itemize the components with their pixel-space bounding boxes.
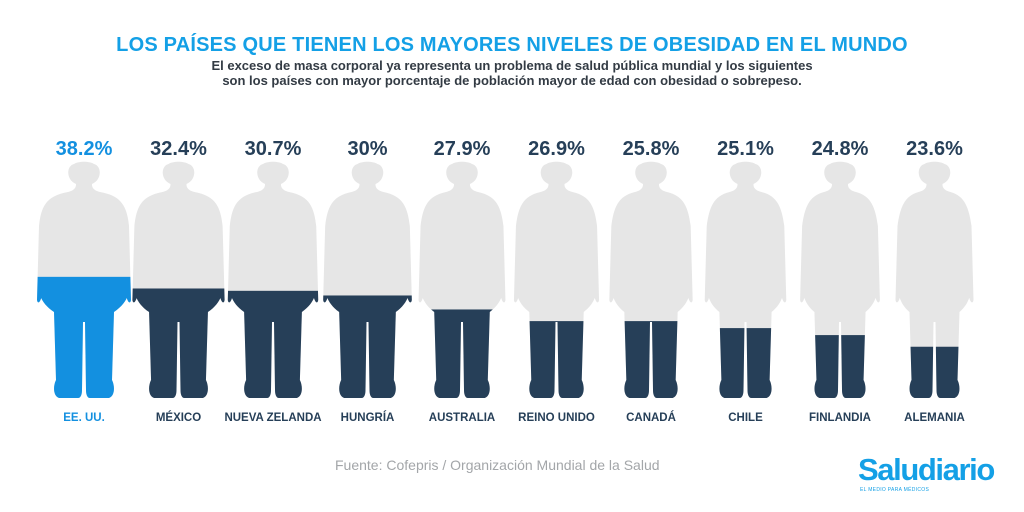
category-label: ALEMANIA — [904, 412, 965, 424]
silhouette-fill — [227, 290, 319, 398]
figure-group: 25.8% CANADÁ — [609, 138, 693, 424]
value-label: 30% — [347, 138, 387, 160]
silhouette-fill — [704, 328, 787, 398]
chart-title: LOS PAÍSES QUE TIENEN LOS MAYORES NIVELE… — [116, 34, 908, 56]
figure-group: 27.9% AUSTRALIA — [418, 138, 506, 424]
saludiario-logo: Saludiario EL MEDIO PARA MÉDICOS — [858, 452, 1008, 496]
value-label: 24.8% — [812, 138, 869, 160]
source-note: Fuente: Cofepris / Organización Mundial … — [335, 457, 660, 473]
figure-group: 38.2% EE. UU. — [37, 138, 131, 424]
category-label: NUEVA ZELANDA — [224, 412, 321, 424]
value-label: 38.2% — [56, 138, 113, 160]
value-label: 26.9% — [528, 138, 585, 160]
logo-tagline: EL MEDIO PARA MÉDICOS — [860, 487, 930, 493]
value-label: 25.8% — [623, 138, 680, 160]
figure-group: 24.8% FINLANDIA — [800, 138, 880, 424]
silhouette-fill — [37, 276, 131, 398]
figure-group: 32.4% MÉXICO — [132, 138, 225, 424]
chart-subtitle: El exceso de masa corporal ya representa… — [0, 58, 1024, 88]
value-label: 25.1% — [717, 138, 774, 160]
category-label: AUSTRALIA — [429, 412, 495, 424]
silhouette — [132, 161, 225, 398]
category-label: CHILE — [728, 412, 763, 424]
silhouette — [800, 161, 880, 398]
silhouette-fill — [800, 335, 880, 398]
silhouette-fill — [895, 346, 974, 398]
category-label: HUNGRÍA — [341, 411, 395, 424]
silhouette — [418, 161, 506, 398]
silhouette-fill — [513, 321, 600, 398]
subtitle-line-1: El exceso de masa corporal ya representa… — [211, 58, 813, 73]
category-label: FINLANDIA — [809, 412, 871, 424]
silhouette — [323, 161, 412, 398]
silhouette — [609, 161, 693, 398]
silhouette-fill — [132, 288, 225, 398]
subtitle-line-2: son los países con mayor porcentaje de p… — [222, 73, 802, 88]
figure-group: 26.9% REINO UNIDO — [513, 138, 600, 424]
category-label: EE. UU. — [63, 412, 105, 424]
figure-group: 30.7% NUEVA ZELANDA — [224, 138, 321, 424]
value-label: 30.7% — [245, 138, 302, 160]
category-label: MÉXICO — [156, 411, 201, 424]
value-label: 27.9% — [434, 138, 491, 160]
silhouette-fill — [323, 295, 412, 398]
silhouette-fill — [609, 321, 693, 398]
silhouette — [513, 161, 600, 398]
category-label: CANADÁ — [626, 411, 676, 424]
figure-group: 30% HUNGRÍA — [323, 138, 412, 424]
silhouette-fill — [418, 309, 506, 398]
figure-group: 23.6% ALEMANIA — [895, 138, 974, 424]
logo-wordmark: Saludiario — [858, 452, 995, 487]
silhouette — [895, 161, 974, 398]
silhouette — [704, 161, 787, 398]
category-label: REINO UNIDO — [518, 412, 595, 424]
value-label: 23.6% — [906, 138, 963, 160]
figure-group: 25.1% CHILE — [704, 138, 787, 424]
silhouette — [227, 161, 319, 398]
value-label: 32.4% — [150, 138, 207, 160]
